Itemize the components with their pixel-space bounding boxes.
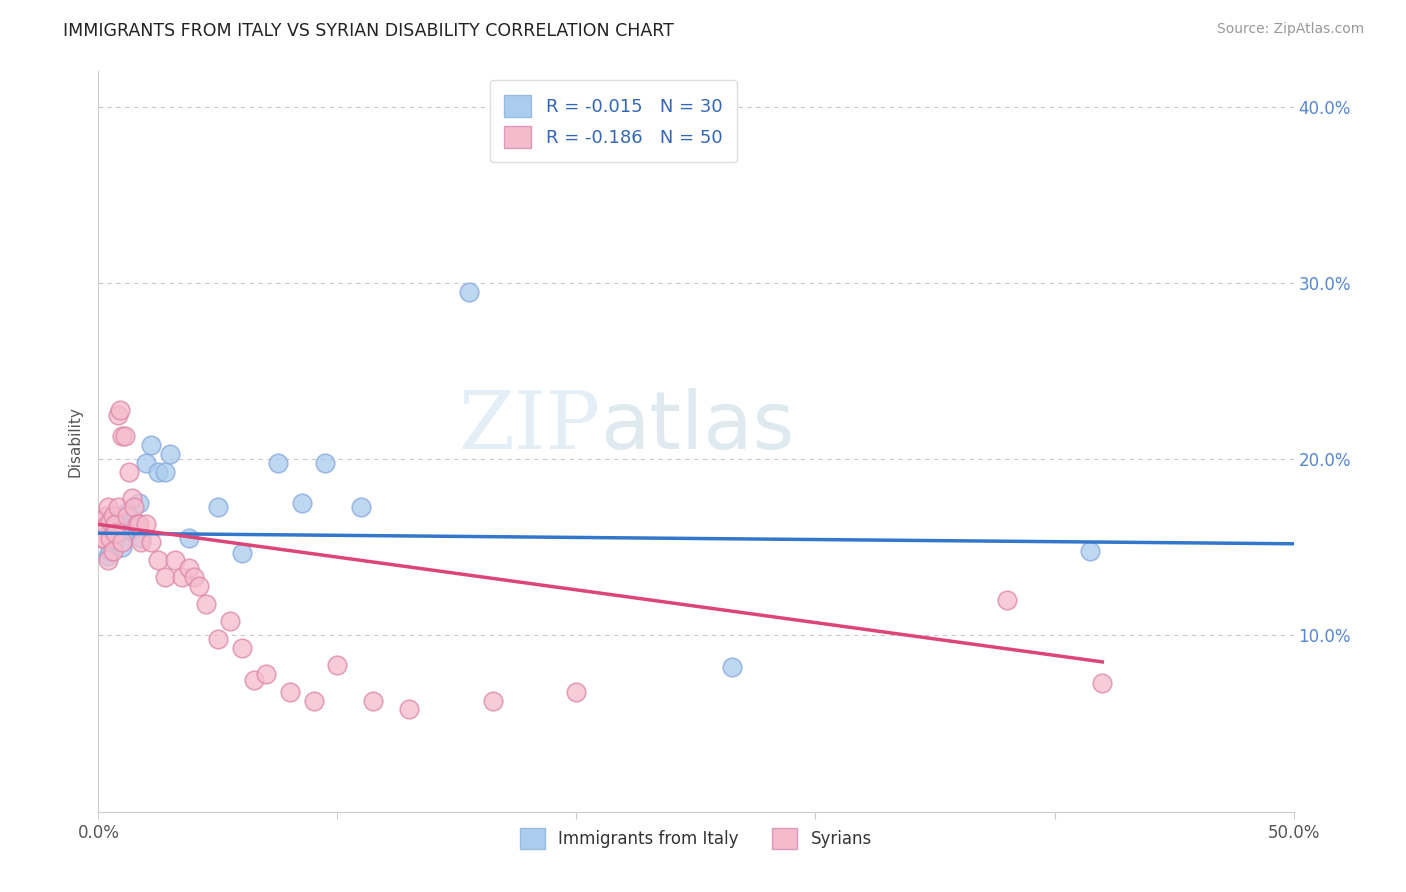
Point — [135, 517, 157, 532]
Point — [148, 465, 170, 479]
Text: atlas: atlas — [600, 388, 794, 466]
Point — [155, 570, 177, 584]
Point — [104, 532, 127, 546]
Point — [163, 552, 186, 566]
Point — [104, 517, 127, 532]
Point — [481, 694, 505, 708]
Point — [187, 579, 209, 593]
Point — [207, 500, 229, 514]
Point — [121, 491, 143, 505]
Point — [107, 526, 129, 541]
Point — [155, 465, 177, 479]
Point — [108, 402, 131, 417]
Point — [721, 660, 744, 674]
Point — [350, 500, 373, 514]
Point — [108, 519, 131, 533]
Point — [97, 549, 120, 563]
Point — [565, 685, 588, 699]
Point — [172, 570, 194, 584]
Point — [183, 570, 205, 584]
Text: ZIP: ZIP — [458, 388, 600, 466]
Point — [97, 552, 120, 566]
Point — [1091, 676, 1114, 690]
Point — [291, 496, 314, 510]
Point — [219, 615, 242, 629]
Point — [139, 438, 162, 452]
Point — [94, 519, 117, 533]
Point — [231, 546, 253, 560]
Point — [128, 517, 150, 532]
Point — [326, 658, 349, 673]
Point — [267, 456, 290, 470]
Point — [124, 500, 146, 514]
Point — [121, 523, 143, 537]
Point — [115, 508, 138, 523]
Point — [128, 496, 150, 510]
Point — [98, 544, 122, 558]
Point — [104, 526, 127, 541]
Point — [101, 544, 124, 558]
Y-axis label: Disability: Disability — [67, 406, 83, 477]
Point — [207, 632, 229, 646]
Point — [98, 532, 122, 546]
Point — [363, 694, 385, 708]
Point — [1080, 544, 1102, 558]
Point — [125, 517, 148, 532]
Point — [458, 285, 481, 299]
Point — [179, 561, 201, 575]
Point — [111, 541, 134, 555]
Point — [90, 514, 112, 528]
Point — [243, 673, 266, 687]
Point — [159, 447, 181, 461]
Point — [231, 640, 253, 655]
Point — [398, 702, 420, 716]
Point — [98, 514, 122, 528]
Text: IMMIGRANTS FROM ITALY VS SYRIAN DISABILITY CORRELATION CHART: IMMIGRANTS FROM ITALY VS SYRIAN DISABILI… — [63, 22, 673, 40]
Point — [995, 593, 1018, 607]
Point — [97, 500, 120, 514]
Point — [115, 505, 138, 519]
Point — [125, 519, 148, 533]
Point — [111, 535, 134, 549]
Point — [118, 510, 141, 524]
Legend: Immigrants from Italy, Syrians: Immigrants from Italy, Syrians — [513, 822, 879, 855]
Point — [135, 456, 157, 470]
Point — [148, 552, 170, 566]
Point — [278, 685, 301, 699]
Point — [101, 537, 124, 551]
Point — [302, 694, 325, 708]
Point — [114, 429, 136, 443]
Point — [107, 500, 129, 514]
Point — [139, 535, 162, 549]
Point — [91, 532, 114, 546]
Point — [195, 597, 218, 611]
Point — [131, 535, 153, 549]
Point — [94, 508, 117, 523]
Point — [315, 456, 337, 470]
Point — [118, 465, 141, 479]
Point — [124, 514, 146, 528]
Point — [131, 532, 153, 546]
Point — [179, 532, 201, 546]
Point — [107, 408, 129, 422]
Point — [90, 532, 112, 546]
Text: Source: ZipAtlas.com: Source: ZipAtlas.com — [1216, 22, 1364, 37]
Point — [114, 514, 136, 528]
Point — [111, 429, 134, 443]
Point — [254, 667, 277, 681]
Point — [101, 508, 124, 523]
